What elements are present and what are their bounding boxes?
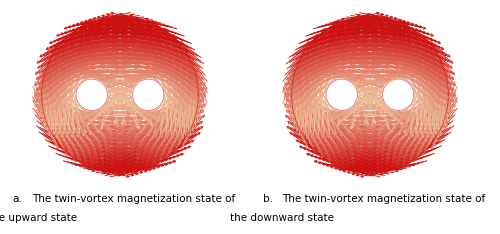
Text: b.: b. <box>262 194 272 204</box>
Circle shape <box>132 79 164 110</box>
Text: the upward state: the upward state <box>0 213 77 223</box>
Circle shape <box>76 79 108 110</box>
Text: The twin-vortex magnetization state of: The twin-vortex magnetization state of <box>282 194 486 204</box>
Circle shape <box>326 79 358 110</box>
Text: the downward state: the downward state <box>230 213 334 223</box>
Circle shape <box>382 79 414 110</box>
Text: a.: a. <box>12 194 22 204</box>
Text: The twin-vortex magnetization state of: The twin-vortex magnetization state of <box>32 194 236 204</box>
